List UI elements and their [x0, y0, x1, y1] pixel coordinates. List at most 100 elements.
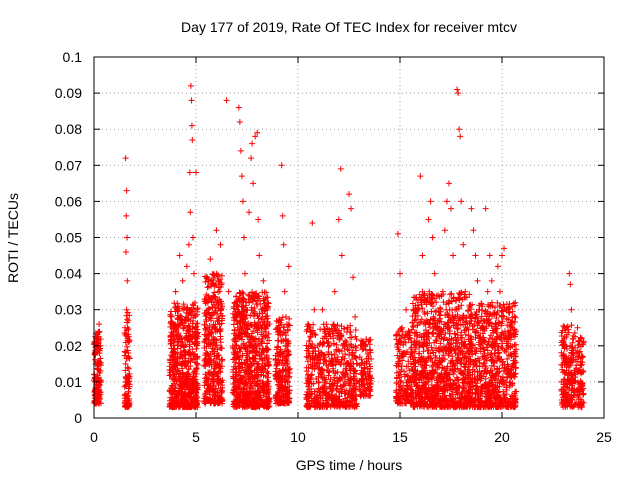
data-point — [124, 337, 131, 344]
data-point — [246, 209, 253, 216]
data-point — [512, 341, 519, 348]
data-point — [333, 346, 340, 353]
data-point — [236, 118, 243, 125]
data-point — [178, 384, 185, 391]
data-point — [285, 389, 292, 396]
data-point — [344, 346, 351, 353]
data-point — [457, 332, 464, 339]
data-point — [328, 351, 335, 358]
data-point — [248, 369, 255, 376]
data-point — [344, 397, 351, 404]
data-point — [255, 364, 262, 371]
data-point — [274, 370, 281, 377]
data-point — [215, 303, 222, 310]
data-point — [281, 376, 288, 383]
data-point — [252, 335, 259, 342]
data-point — [123, 212, 130, 219]
data-point — [244, 388, 251, 395]
data-point — [281, 394, 288, 401]
data-point — [205, 276, 212, 283]
data-point — [342, 337, 349, 344]
data-point — [566, 270, 573, 277]
data-point — [276, 369, 283, 376]
data-point — [184, 404, 191, 411]
data-point — [367, 363, 374, 370]
data-point — [358, 377, 365, 384]
data-point — [283, 321, 290, 328]
data-point — [281, 288, 288, 295]
data-point — [278, 360, 285, 367]
data-point — [184, 337, 191, 344]
data-point — [96, 393, 103, 400]
data-point — [332, 326, 339, 333]
data-point — [239, 289, 246, 296]
data-point — [331, 374, 338, 381]
data-point — [125, 353, 132, 360]
data-point — [326, 380, 333, 387]
data-point — [231, 326, 238, 333]
data-point — [512, 314, 519, 321]
data-point — [207, 312, 214, 319]
data-point — [193, 370, 200, 377]
data-point — [202, 361, 209, 368]
data-point — [342, 365, 349, 372]
data-point — [447, 291, 454, 298]
data-point — [257, 388, 264, 395]
data-point — [186, 169, 193, 176]
data-point — [324, 392, 331, 399]
data-point — [277, 332, 284, 339]
data-point — [218, 395, 225, 402]
data-point — [193, 401, 200, 408]
data-point — [365, 353, 372, 360]
data-point — [123, 343, 130, 350]
data-point — [186, 323, 193, 330]
data-point — [217, 369, 224, 376]
data-point — [303, 391, 310, 398]
data-point — [202, 379, 209, 386]
data-point — [210, 293, 217, 300]
data-point — [357, 393, 364, 400]
data-point — [319, 339, 326, 346]
data-point — [187, 309, 194, 316]
data-point — [307, 372, 314, 379]
data-point — [183, 391, 190, 398]
data-point — [274, 344, 281, 351]
data-point — [350, 370, 357, 377]
data-point — [187, 378, 194, 385]
data-point — [244, 394, 251, 401]
data-point — [210, 271, 217, 278]
data-point — [124, 309, 131, 316]
data-point — [325, 363, 332, 370]
data-point — [329, 395, 336, 402]
data-point — [168, 329, 175, 336]
data-point — [488, 277, 495, 284]
data-point — [304, 401, 311, 408]
data-point — [338, 252, 345, 259]
data-point — [574, 324, 581, 331]
data-point — [303, 347, 310, 354]
data-point — [213, 370, 220, 377]
data-point — [239, 311, 246, 318]
data-point — [309, 220, 316, 227]
data-point — [217, 339, 224, 346]
data-point — [567, 281, 574, 288]
data-point — [186, 390, 193, 397]
data-point — [180, 325, 187, 332]
data-point — [168, 389, 175, 396]
data-point — [337, 360, 344, 367]
data-point — [333, 385, 340, 392]
data-point — [265, 300, 272, 307]
data-point — [346, 191, 352, 198]
data-point — [176, 375, 183, 382]
data-point — [255, 315, 262, 322]
data-point — [342, 351, 349, 358]
data-point — [336, 374, 343, 381]
data-point — [242, 346, 249, 353]
data-point — [568, 306, 575, 313]
data-point — [240, 329, 247, 336]
data-point — [187, 326, 194, 333]
data-point — [187, 373, 194, 380]
data-point — [277, 378, 284, 385]
data-point — [213, 342, 220, 349]
data-point — [176, 401, 183, 408]
